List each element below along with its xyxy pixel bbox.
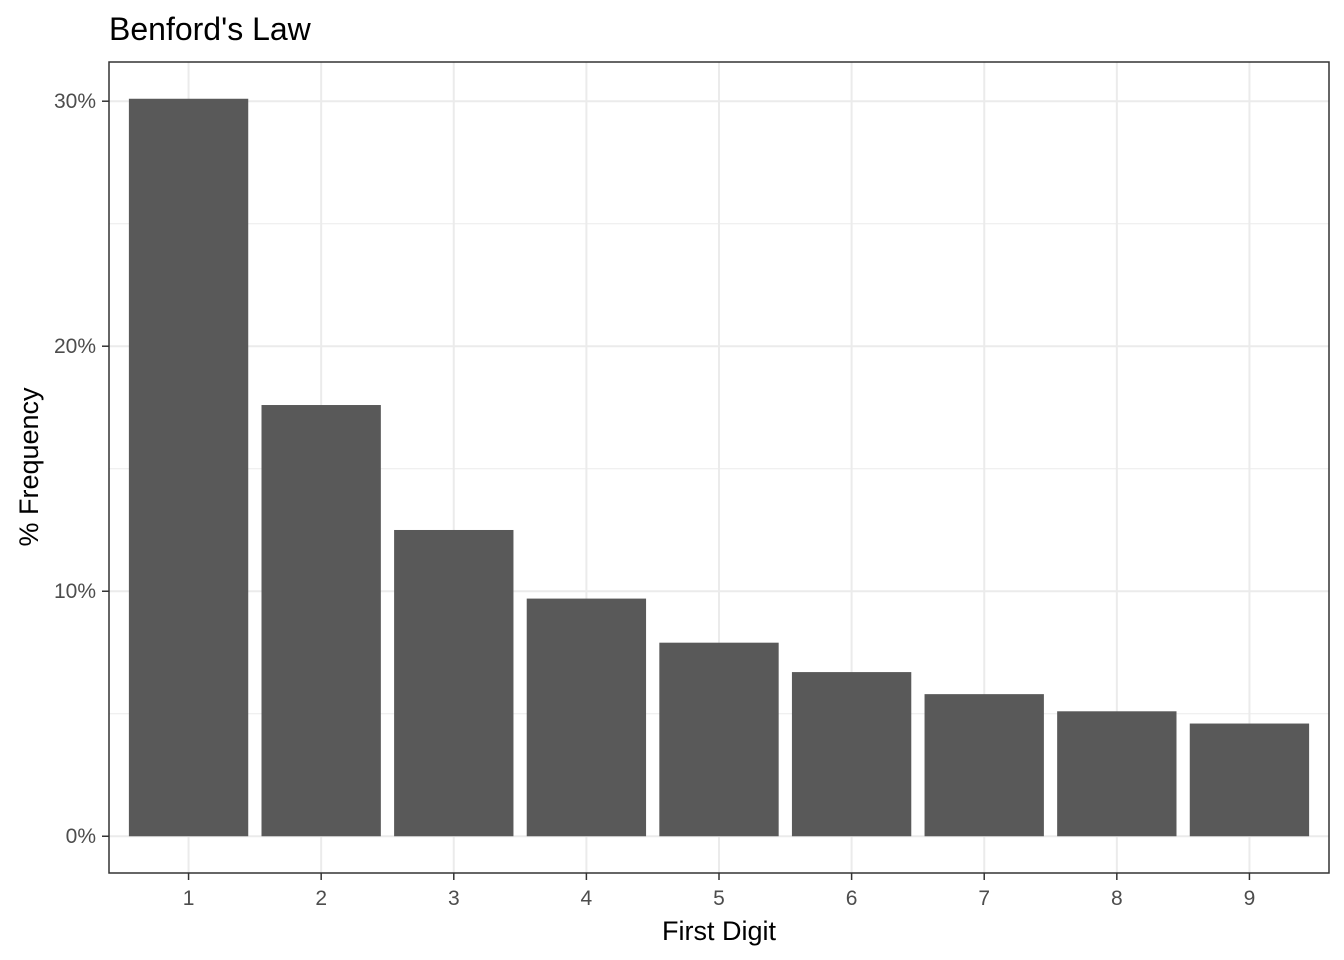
x-axis: 1 2 3 4 5 6 7 8 9 — [183, 873, 1256, 910]
chart-title: Benford's Law — [109, 11, 312, 47]
x-tick-label: 6 — [846, 887, 858, 910]
bar-digit-1 — [128, 98, 249, 837]
y-axis-title: % Frequency — [14, 387, 44, 547]
x-tick-label: 9 — [1244, 887, 1256, 910]
bar-digit-8 — [1057, 711, 1177, 837]
y-tick-label: 30% — [54, 90, 96, 113]
y-tick-label: 20% — [54, 335, 96, 358]
bar-digit-5 — [659, 642, 779, 837]
y-tick-label: 0% — [66, 825, 96, 848]
x-tick-label: 5 — [713, 887, 725, 910]
bar-digit-7 — [924, 694, 1044, 837]
bars — [128, 98, 1310, 837]
x-tick-label: 1 — [183, 887, 195, 910]
x-tick-label: 7 — [978, 887, 990, 910]
x-tick-label: 3 — [448, 887, 460, 910]
x-tick-label: 8 — [1111, 887, 1123, 910]
y-tick-label: 10% — [54, 580, 96, 603]
y-axis: 0% 10% 20% 30% — [54, 90, 109, 848]
bar-digit-2 — [261, 405, 381, 837]
bar-digit-3 — [394, 529, 514, 837]
bar-digit-4 — [526, 598, 647, 837]
bar-digit-9 — [1189, 723, 1310, 837]
x-tick-label: 2 — [315, 887, 327, 910]
bar-digit-6 — [791, 672, 912, 837]
x-axis-title: First Digit — [662, 916, 776, 946]
x-tick-label: 4 — [581, 887, 593, 910]
